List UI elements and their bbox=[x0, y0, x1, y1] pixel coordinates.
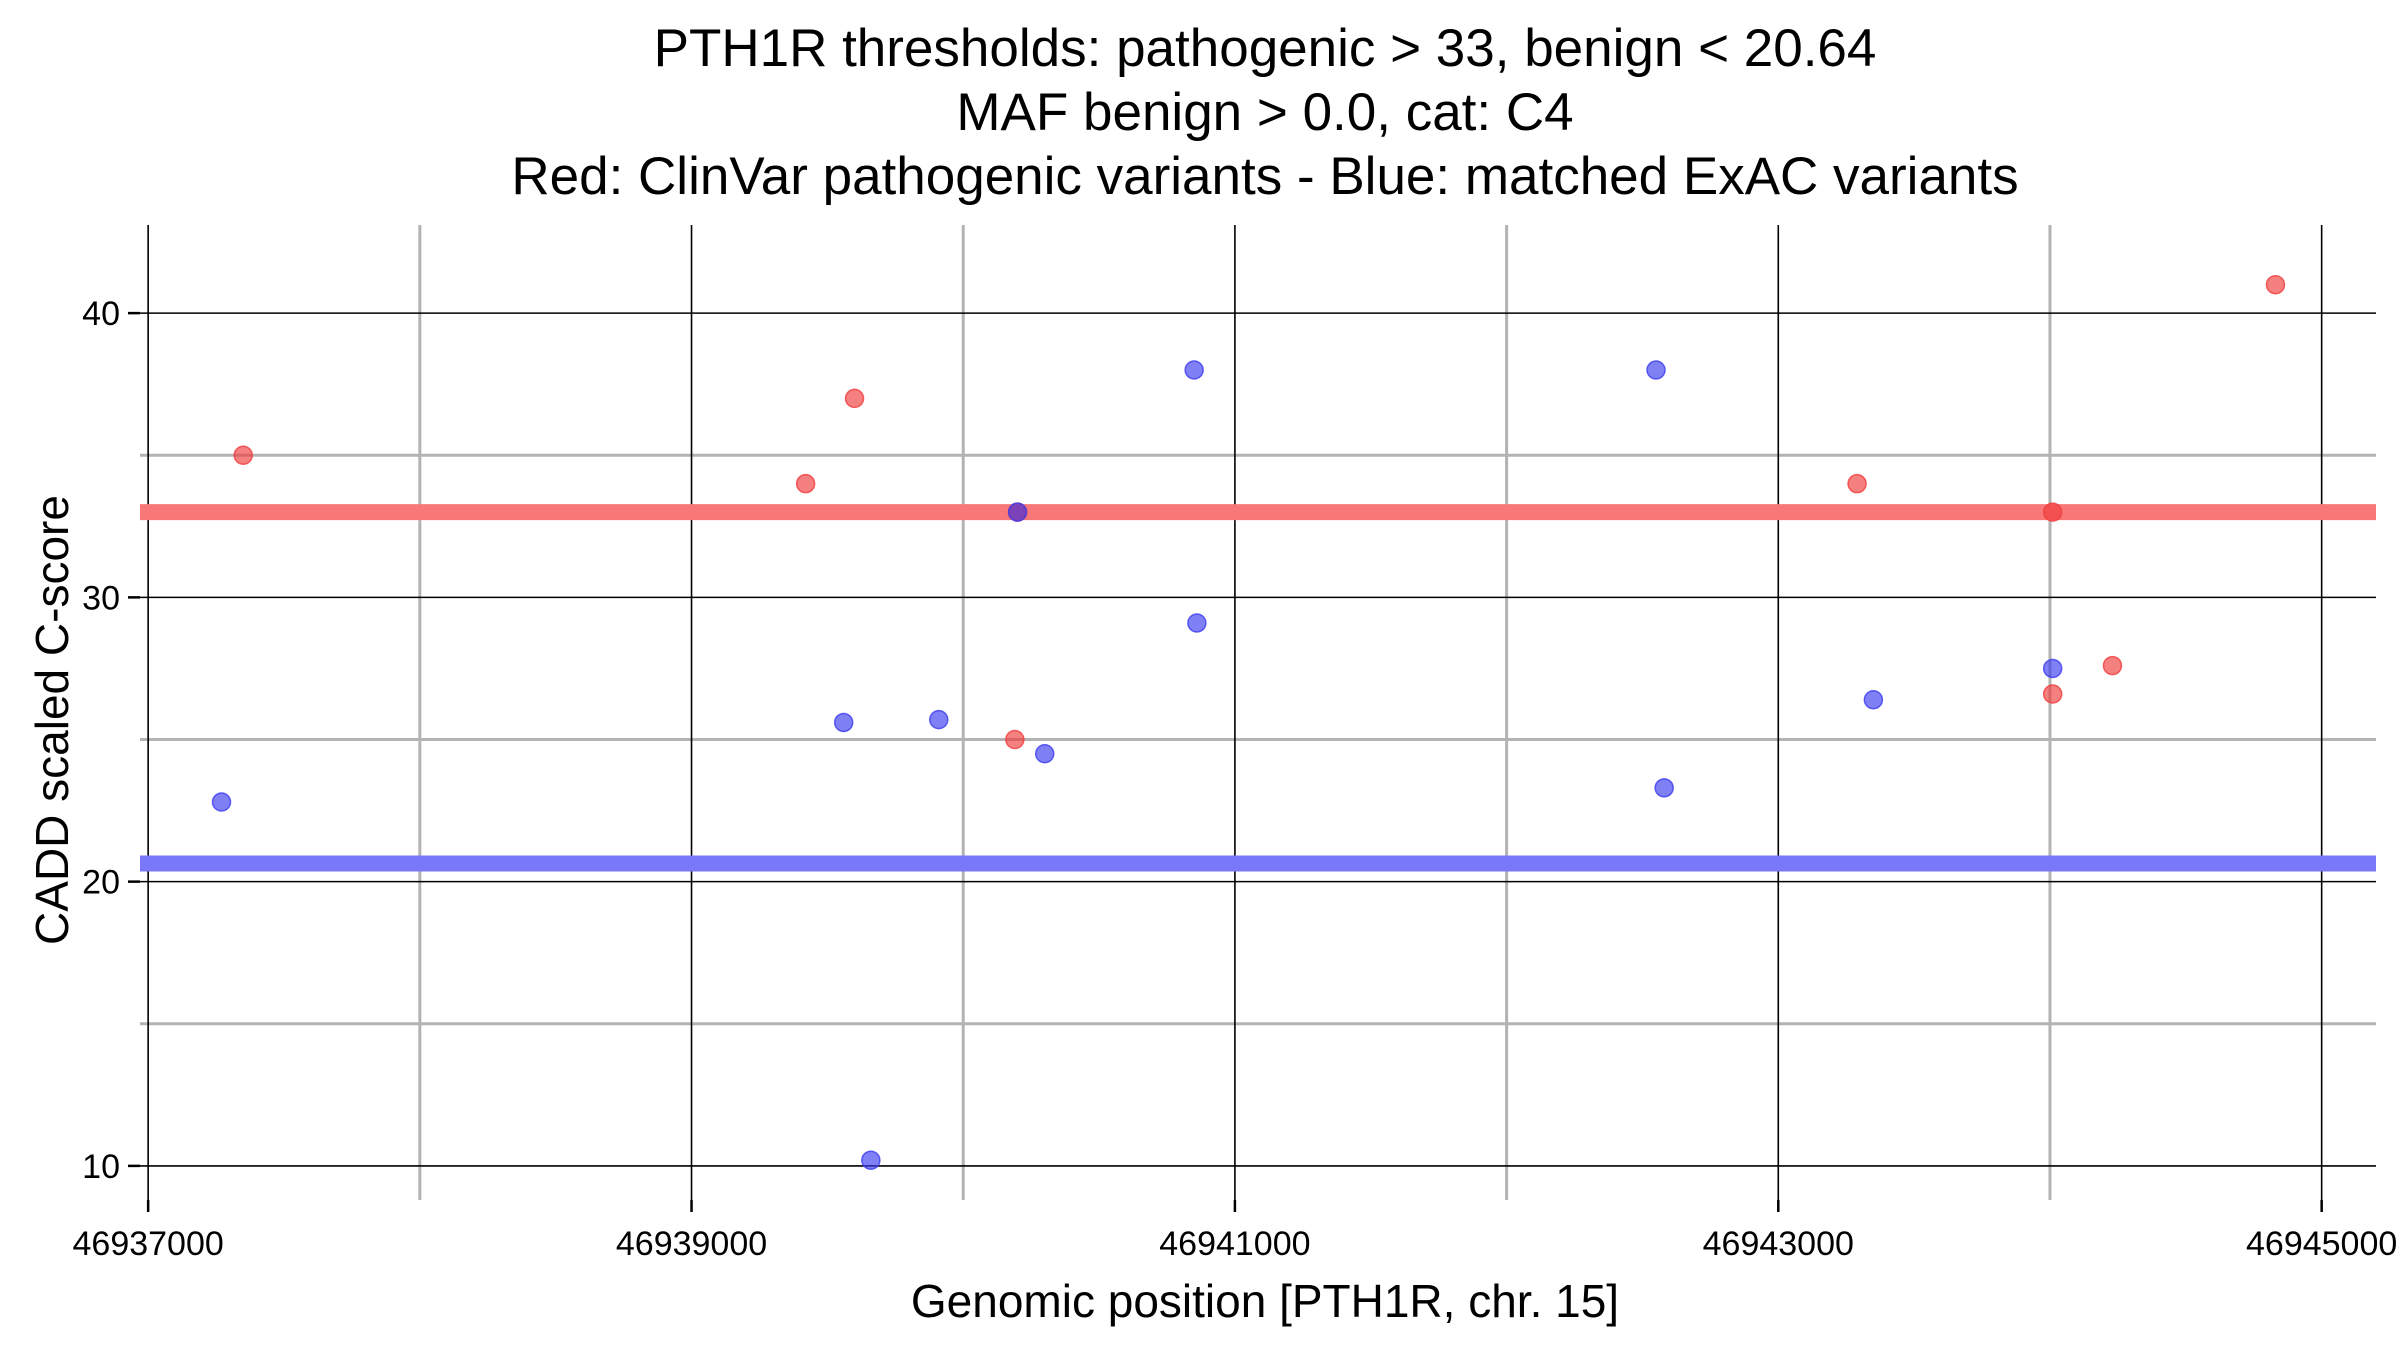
exac-variant-point bbox=[2042, 658, 2063, 679]
pathogenic-variant-point bbox=[233, 445, 253, 465]
data-points bbox=[211, 274, 2286, 1170]
exac-variant-point bbox=[1034, 743, 1055, 764]
major-gridlines bbox=[140, 225, 2376, 1200]
x-axis-title: Genomic position [PTH1R, chr. 15] bbox=[911, 1275, 1619, 1327]
exac-variant-point bbox=[1863, 689, 1884, 710]
y-axis-title: CADD scaled C-score bbox=[26, 495, 78, 945]
exac-variant-point bbox=[1007, 502, 1028, 522]
chart-title-line-1: PTH1R thresholds: pathogenic > 33, benig… bbox=[654, 19, 1877, 78]
pathogenic-variant-point bbox=[2265, 274, 2286, 295]
pathogenic-variant-point bbox=[795, 473, 816, 494]
y-tick-label: 20 bbox=[82, 864, 120, 902]
x-tick-label: 46937000 bbox=[73, 1225, 224, 1263]
x-tick-label: 46945000 bbox=[2246, 1225, 2397, 1263]
exac-variant-point bbox=[211, 792, 232, 812]
exac-variant-point bbox=[929, 709, 949, 730]
y-tick-label: 40 bbox=[82, 295, 120, 333]
pathogenic-variant-point bbox=[2102, 655, 2123, 676]
x-tick-label: 46941000 bbox=[1159, 1225, 1310, 1263]
minor-gridlines bbox=[140, 225, 2376, 1200]
pathogenic-variant-point bbox=[1847, 473, 1867, 494]
threshold-lines bbox=[140, 504, 2376, 872]
x-axis-ticks: 46937000 46939000 46941000 46943000 46945000 bbox=[73, 1200, 2397, 1263]
pathogenic-variant-point bbox=[2042, 684, 2063, 704]
chart-title: PTH1R thresholds: pathogenic > 33, benig… bbox=[511, 19, 2018, 206]
chart-title-line-2: MAF benign > 0.0, cat: C4 bbox=[956, 83, 1573, 142]
y-tick-label: 10 bbox=[82, 1148, 120, 1186]
pathogenic-variant-point bbox=[2042, 502, 2063, 522]
x-tick-label: 46943000 bbox=[1703, 1225, 1854, 1263]
x-tick-label: 46939000 bbox=[616, 1225, 767, 1263]
exac-variant-point bbox=[1646, 360, 1666, 380]
exac-variant-point bbox=[1187, 613, 1207, 633]
pathogenic-variant-point bbox=[844, 388, 865, 409]
pathogenic-variant-point bbox=[1005, 729, 1025, 750]
exac-variant-point bbox=[833, 712, 854, 733]
y-axis-ticks: 10 20 30 40 bbox=[82, 295, 140, 1186]
chart-title-line-3: Red: ClinVar pathogenic variants - Blue:… bbox=[511, 147, 2018, 206]
exac-variant-point bbox=[1654, 778, 1674, 798]
y-tick-label: 30 bbox=[82, 579, 120, 617]
exac-variant-point bbox=[861, 1150, 881, 1170]
exac-variant-point bbox=[1184, 360, 1204, 380]
